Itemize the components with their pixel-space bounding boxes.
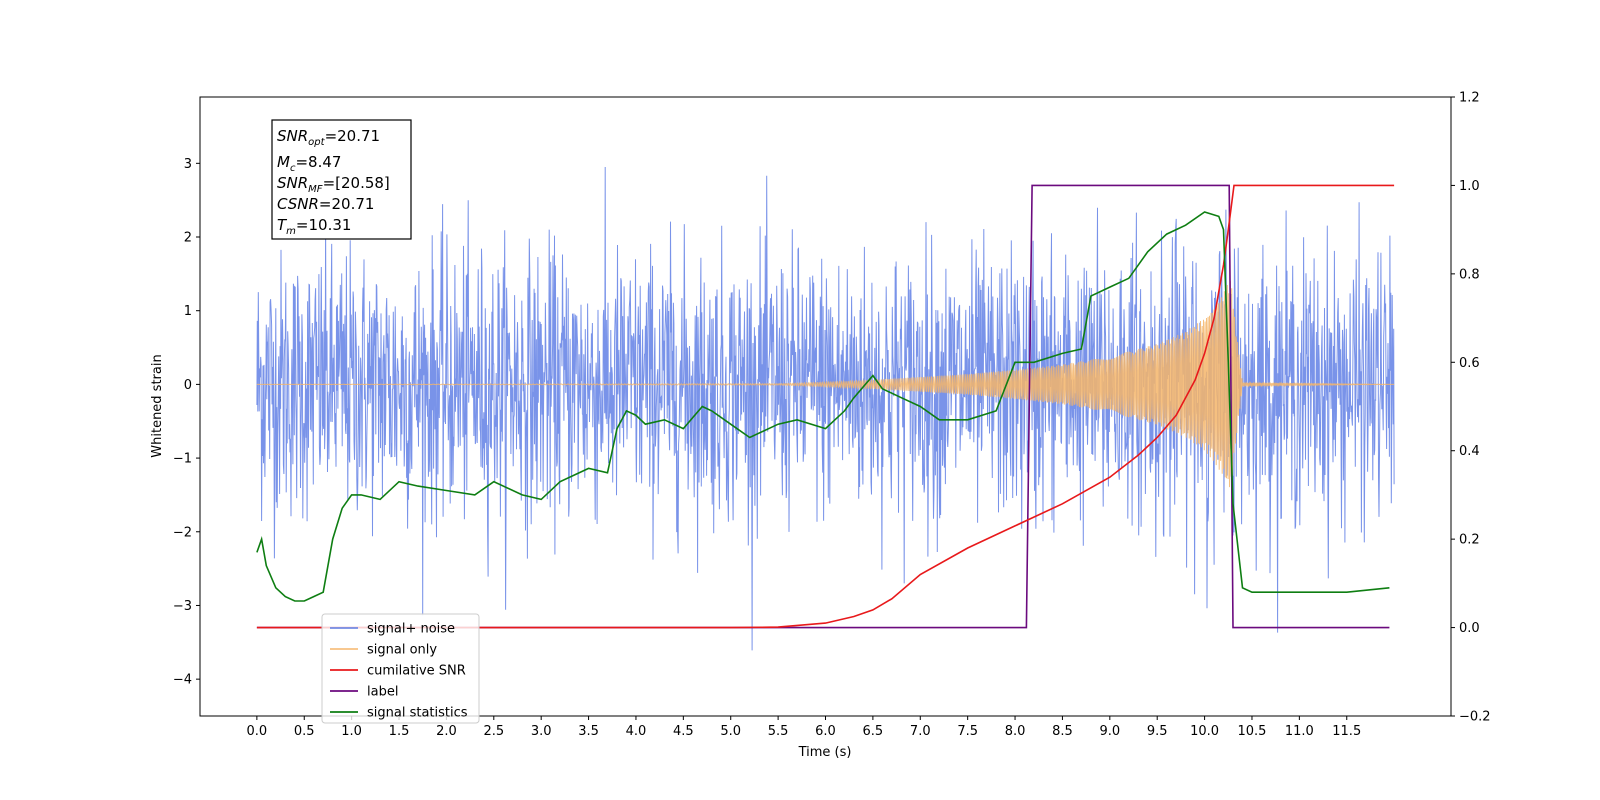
mc-text: Mc=8.47: [277, 153, 341, 174]
y2-tick-label: 0.6: [1459, 356, 1480, 371]
series-cumulative-snr-line: [256, 184, 1395, 629]
x-tick-label: 11.5: [1332, 724, 1361, 739]
x-tick-label: 8.0: [1005, 724, 1026, 739]
y-tick-label: 0: [184, 378, 192, 393]
x-tick-label: 10.5: [1238, 724, 1267, 739]
y2-tick-label: −0.2: [1459, 710, 1491, 725]
stats-annotation-box: SNRopt=20.71 Mc=8.47 SNRMF=[20.58] CSNR=…: [271, 119, 412, 240]
y-tick-label: 3: [184, 157, 192, 172]
series-signal-statistics-line: [256, 211, 1390, 602]
x-tick-label: 2.5: [483, 724, 504, 739]
csnr-text: CSNR=20.71: [277, 195, 374, 213]
series-label-line: [256, 184, 1390, 629]
x-axis-label: Time (s): [798, 745, 852, 760]
y-tick-label: 1: [184, 304, 192, 319]
snr-opt-text: SNRopt=20.71: [277, 127, 380, 148]
x-tick-label: 3.5: [578, 724, 599, 739]
series-signal-only-line: [256, 281, 1395, 488]
x-tick-label: 7.0: [910, 724, 931, 739]
legend-label: signal+ noise: [367, 622, 455, 637]
y-tick-label: −4: [173, 673, 192, 688]
tm-text: Tm=10.31: [277, 216, 351, 237]
x-tick-label: 9.0: [1099, 724, 1120, 739]
x-tick-label: 10.0: [1190, 724, 1219, 739]
legend: signal+ noise signal only cumilative SNR la…: [321, 613, 480, 724]
y2-tick-label: 1.2: [1459, 91, 1480, 106]
snr-mf-text: SNRMF=[20.58]: [277, 174, 390, 195]
x-tick-label: 7.5: [957, 724, 978, 739]
legend-box: [321, 613, 480, 724]
y-tick-label: −3: [173, 599, 192, 614]
x-tick-label: 5.5: [768, 724, 789, 739]
x-tick-label: 2.0: [436, 724, 457, 739]
axis-ticks-layer: 0.0 0.5 1.0 1.5 2.0 2.5 3.0 3.5 4.0 4.5 5.0 5.5 6.0 6…: [173, 91, 1491, 740]
series-layer: [256, 166, 1395, 651]
legend-label: signal only: [367, 643, 437, 658]
x-tick-label: 6.5: [863, 724, 884, 739]
y2-tick-label: 0.0: [1459, 621, 1480, 636]
legend-label: cumilative SNR: [367, 664, 466, 679]
x-tick-label: 4.5: [673, 724, 694, 739]
legend-label: signal statistics: [367, 706, 468, 721]
y2-tick-label: 0.4: [1459, 444, 1480, 459]
y2-tick-label: 0.8: [1459, 267, 1480, 282]
y-axis-label: Whitened strain: [150, 354, 165, 457]
y2-tick-label: 0.2: [1459, 533, 1480, 548]
x-tick-label: 4.0: [626, 724, 647, 739]
legend-label: label: [367, 685, 398, 700]
y-tick-label: −1: [173, 452, 192, 467]
x-tick-label: 0.5: [294, 724, 315, 739]
y-tick-label: 2: [184, 231, 192, 246]
x-tick-label: 1.5: [389, 724, 410, 739]
x-tick-label: 3.0: [531, 724, 552, 739]
y2-tick-label: 1.0: [1459, 179, 1480, 194]
x-tick-label: 6.0: [815, 724, 836, 739]
x-tick-label: 0.0: [247, 724, 268, 739]
x-tick-label: 11.0: [1285, 724, 1314, 739]
y-tick-label: −2: [173, 525, 192, 540]
x-tick-label: 5.0: [720, 724, 741, 739]
x-tick-label: 9.5: [1147, 724, 1168, 739]
x-tick-label: 8.5: [1052, 724, 1073, 739]
x-tick-label: 1.0: [341, 724, 362, 739]
